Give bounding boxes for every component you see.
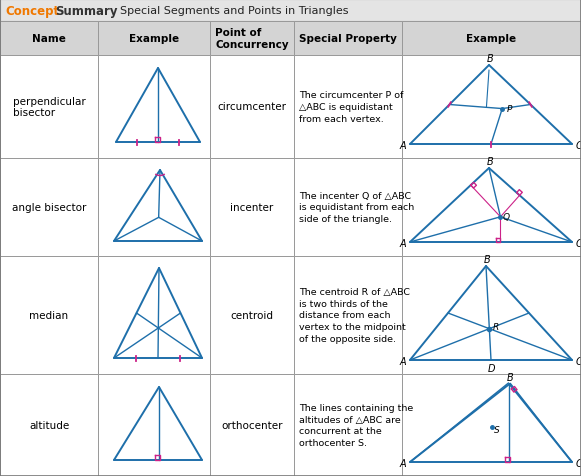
Text: R: R xyxy=(493,322,500,331)
Bar xyxy=(0,56,98,159)
Bar xyxy=(294,374,402,476)
Bar xyxy=(402,22,581,56)
Text: Example: Example xyxy=(129,34,179,44)
Bar xyxy=(0,22,98,56)
Text: C: C xyxy=(576,238,581,248)
Bar xyxy=(294,22,402,56)
Text: Concept: Concept xyxy=(5,4,59,18)
Text: The lines containing the
altitudes of △ABC are
concurrent at the
orthocenter S.: The lines containing the altitudes of △A… xyxy=(299,403,413,447)
Bar xyxy=(294,257,402,374)
Bar xyxy=(210,56,294,159)
Text: Name: Name xyxy=(32,34,66,44)
Text: Q: Q xyxy=(503,213,510,222)
Text: The circumcenter P of
△ABC is equidistant
from each vertex.: The circumcenter P of △ABC is equidistan… xyxy=(299,91,403,124)
Bar xyxy=(402,257,581,374)
Text: The incenter Q of △ABC
is equidistant from each
side of the triangle.: The incenter Q of △ABC is equidistant fr… xyxy=(299,191,414,224)
Text: Special Segments and Points in Triangles: Special Segments and Points in Triangles xyxy=(113,6,349,16)
Bar xyxy=(402,159,581,257)
Bar xyxy=(98,374,210,476)
Text: altitude: altitude xyxy=(29,420,69,430)
Text: incenter: incenter xyxy=(231,203,274,213)
Bar xyxy=(0,0,581,22)
Text: D: D xyxy=(487,363,495,373)
Bar xyxy=(98,56,210,159)
Text: A: A xyxy=(400,238,406,248)
Text: circumcenter: circumcenter xyxy=(217,102,286,112)
Text: C: C xyxy=(576,141,581,151)
Text: Point of
Concurrency: Point of Concurrency xyxy=(215,28,289,50)
Text: B: B xyxy=(507,372,514,382)
Bar xyxy=(0,257,98,374)
Bar xyxy=(210,257,294,374)
Text: B: B xyxy=(487,157,493,167)
Bar xyxy=(294,56,402,159)
Bar xyxy=(0,159,98,257)
Bar xyxy=(210,374,294,476)
Bar xyxy=(294,159,402,257)
Text: B: B xyxy=(483,255,490,265)
Text: orthocenter: orthocenter xyxy=(221,420,283,430)
Text: A: A xyxy=(400,141,406,151)
Text: The centroid R of △ABC
is two thirds of the
distance from each
vertex to the mid: The centroid R of △ABC is two thirds of … xyxy=(299,288,410,343)
Bar xyxy=(0,374,98,476)
Text: A: A xyxy=(400,356,406,366)
Text: A: A xyxy=(400,458,406,468)
Bar xyxy=(98,159,210,257)
Text: perpendicular
bisector: perpendicular bisector xyxy=(13,97,85,118)
Text: centroid: centroid xyxy=(231,310,274,320)
Bar xyxy=(210,22,294,56)
Text: C: C xyxy=(576,458,581,468)
Text: B: B xyxy=(487,54,493,64)
Text: Example: Example xyxy=(467,34,517,44)
Bar xyxy=(210,159,294,257)
Text: median: median xyxy=(30,310,69,320)
Bar xyxy=(402,374,581,476)
Text: Special Property: Special Property xyxy=(299,34,397,44)
Bar xyxy=(98,22,210,56)
Bar xyxy=(98,257,210,374)
Text: C: C xyxy=(576,356,581,366)
Text: P: P xyxy=(507,105,512,114)
Text: Summary: Summary xyxy=(55,4,117,18)
Text: angle bisector: angle bisector xyxy=(12,203,86,213)
Bar xyxy=(402,56,581,159)
Text: S: S xyxy=(494,425,500,434)
